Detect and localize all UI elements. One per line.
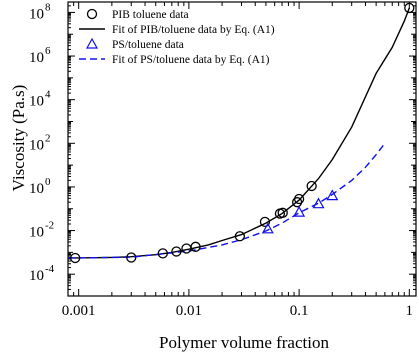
x-tick-label: 0.1 xyxy=(290,303,309,319)
x-axis-title: Polymer volume fraction xyxy=(159,333,329,352)
y-tick-exponent: 2 xyxy=(45,132,51,144)
series-layer xyxy=(68,2,415,264)
pib-data-point xyxy=(190,241,201,252)
y-tick-exponent: 8 xyxy=(45,1,51,13)
x-tick-label: 1 xyxy=(406,303,414,319)
pib-data-point xyxy=(404,2,415,14)
y-tick-label: 10 xyxy=(29,6,44,22)
y-tick-label: 10 xyxy=(29,137,44,153)
legend-label: PIB toluene data xyxy=(112,9,189,21)
x-tick-label: 0.01 xyxy=(176,303,202,319)
ps-data-point xyxy=(293,205,306,217)
pib-data-point xyxy=(293,193,305,205)
y-tick-exponent: 0 xyxy=(45,176,51,188)
pib-data-point xyxy=(234,231,246,242)
legend-label: PS/toluene data xyxy=(112,39,184,51)
ps-data-point xyxy=(326,189,339,201)
legend: PIB toluene data Fit of PIB/toluene data … xyxy=(79,8,275,66)
pib-data-point xyxy=(126,252,137,263)
pib-data-point xyxy=(277,207,288,218)
legend-swatch-ps-data xyxy=(85,37,99,49)
y-tick-label: 10 xyxy=(29,50,44,66)
ps-data-point xyxy=(261,222,274,234)
ps-fit-line xyxy=(68,142,386,259)
x-tick-label: 0.001 xyxy=(62,303,96,319)
ps-data-point xyxy=(312,197,325,209)
y-tick-exponent: -4 xyxy=(45,263,55,275)
y-tick-label: 10 xyxy=(29,181,44,197)
pib-data-point xyxy=(259,216,271,228)
y-tick-label: 10 xyxy=(29,268,44,284)
pib-data-point xyxy=(171,246,182,257)
pib-data-point xyxy=(306,180,317,192)
y-tick-exponent: 6 xyxy=(45,45,51,57)
legend-swatch-pib-data xyxy=(86,8,98,20)
y-axis-title: Viscosity (Pa.s) xyxy=(9,85,28,192)
y-tick-label: 10 xyxy=(29,94,44,110)
y-tick-exponent: 4 xyxy=(45,89,51,101)
pib-data-point xyxy=(157,248,168,259)
y-tick-label: 10 xyxy=(29,225,44,241)
legend-label: Fit of PIB/toluene data by Eq. (A1) xyxy=(112,24,275,36)
y-tick-exponent: -2 xyxy=(45,220,54,232)
legend-label: Fit of PS/toluene data by Eq. (A1) xyxy=(112,54,270,66)
pib-data-point xyxy=(70,252,81,264)
plot-frame xyxy=(67,1,417,297)
